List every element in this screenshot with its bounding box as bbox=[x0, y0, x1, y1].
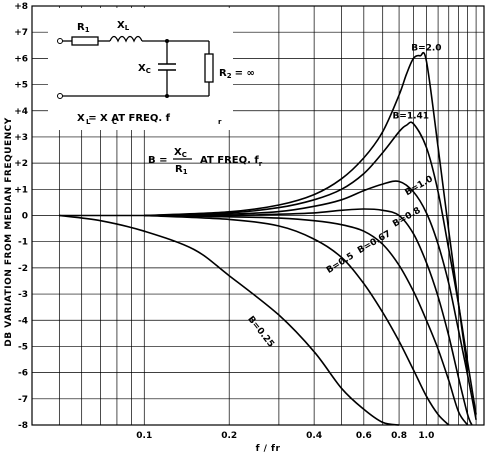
y-tick-label: -8 bbox=[18, 421, 28, 431]
y-tick-label: -1 bbox=[18, 238, 28, 248]
y-tick-label: +7 bbox=[14, 28, 28, 38]
y-tick-label: +5 bbox=[14, 81, 28, 91]
formula-b: B = bbox=[148, 155, 167, 166]
note-sub-r: r bbox=[218, 118, 222, 126]
series-label: B=1.41 bbox=[392, 112, 429, 122]
y-tick-label: +4 bbox=[14, 107, 28, 117]
b-formula: B = XC R1 AT FREQ. fr bbox=[148, 147, 263, 176]
series-label: B=1.0 bbox=[403, 174, 434, 198]
formula-denominator: R1 bbox=[175, 164, 188, 176]
y-tick-label: -7 bbox=[18, 395, 28, 405]
r1-label: R1 bbox=[77, 22, 90, 34]
y-tick-label: +2 bbox=[14, 159, 28, 169]
x-tick-label: 0.4 bbox=[306, 431, 322, 441]
circuit-inset: R1 XL XC R2 = ∞ X = X AT FREQ. f L C r bbox=[48, 8, 255, 130]
resonance-note: X = X AT FREQ. f bbox=[77, 113, 171, 124]
y-tick-label: 0 bbox=[22, 212, 28, 222]
series-line-b-0-5 bbox=[144, 214, 450, 426]
series-line-b-0-67 bbox=[144, 214, 469, 426]
x-tick-label: 0.6 bbox=[356, 431, 372, 441]
series-line-b-1-41 bbox=[144, 121, 477, 415]
x-tick-labels: 0.1 0.2 0.4 0.6 0.8 1.0 bbox=[136, 431, 434, 441]
x-axis-label: f / fr bbox=[256, 444, 281, 454]
y-tick-label: -3 bbox=[18, 290, 28, 300]
series-label: B=0.67 bbox=[356, 229, 393, 256]
x-tick-label: 0.2 bbox=[221, 431, 237, 441]
note-sub-l: L bbox=[86, 118, 91, 126]
series-label: B=0.25 bbox=[245, 315, 275, 350]
series-label: B=0.5 bbox=[325, 251, 356, 276]
series-line-b-0-8 bbox=[144, 208, 473, 426]
y-tick-label: +6 bbox=[14, 54, 28, 64]
y-tick-labels: +8 +7 +6 +5 +4 +3 +2 +1 0 -1 -2 -3 -4 -5 -6 -7 -8 bbox=[14, 2, 28, 431]
series-line-b-1-0 bbox=[144, 180, 477, 420]
y-tick-label: +8 bbox=[14, 2, 28, 12]
y-tick-label: +1 bbox=[14, 185, 28, 195]
formula-numerator: XC bbox=[174, 147, 187, 159]
series-line-b-0-25 bbox=[59, 214, 400, 426]
inductor-xl bbox=[109, 35, 143, 43]
y-tick-label: -4 bbox=[18, 316, 28, 326]
series-label: B=0.8 bbox=[391, 206, 422, 230]
xc-label: XC bbox=[138, 63, 151, 75]
series-line-b-2-0 bbox=[144, 51, 469, 371]
inset-background bbox=[48, 8, 233, 130]
y-tick-label: -2 bbox=[18, 264, 28, 274]
x-tick-label: 0.1 bbox=[136, 431, 152, 441]
r2-label: R2 = ∞ bbox=[219, 68, 255, 80]
note-sub-c: C bbox=[112, 118, 117, 126]
y-axis-label: DB VARIATION FROM MEDIAN FREQUENCY bbox=[4, 117, 14, 347]
y-tick-label: +3 bbox=[14, 133, 28, 143]
series-curves bbox=[59, 51, 477, 426]
x-tick-label: 1.0 bbox=[418, 431, 434, 441]
series-label: B=2.0 bbox=[411, 44, 441, 54]
x-tick-label: 0.8 bbox=[391, 431, 407, 441]
formula-tail: AT FREQ. fr bbox=[200, 155, 263, 168]
series-labels: B=2.0 B=1.41 B=1.0 B=0.8B=0.67B=0.5 B=0.25 bbox=[245, 44, 441, 350]
xl-label: XL bbox=[117, 20, 130, 32]
y-tick-label: -6 bbox=[18, 369, 28, 379]
y-tick-label: -5 bbox=[18, 342, 28, 352]
plot-frame bbox=[31, 5, 485, 426]
